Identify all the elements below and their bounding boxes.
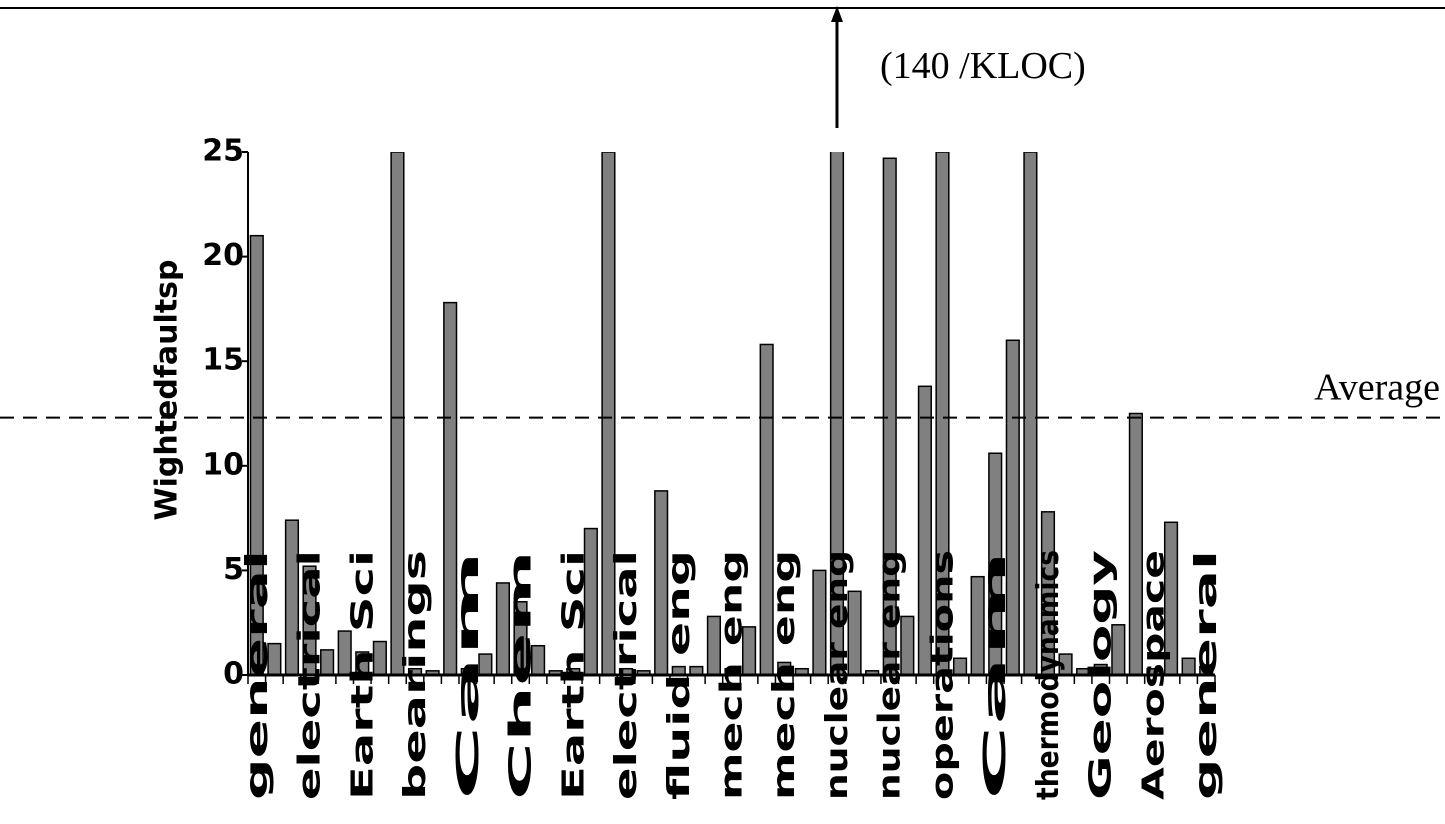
x-tick-label: electrical <box>293 550 328 800</box>
y-axis-title: Wightedfaultsp <box>150 260 185 521</box>
x-tick-label: operations <box>925 550 960 800</box>
y-tick-label: 25 <box>202 134 244 169</box>
x-tick-label: thermodynamics <box>1031 550 1066 800</box>
x-tick-label: nuclear eng <box>873 550 908 800</box>
annotation: (140 /KLOC) <box>880 45 1086 87</box>
x-tick-label: mech eng <box>715 550 750 800</box>
x-tick-label: general <box>240 550 275 800</box>
y-tick-label: 20 <box>202 238 244 273</box>
x-tick-label: nuclear eng <box>820 550 855 800</box>
x-tick-label: Geology <box>1084 549 1119 800</box>
x-tick-label: Aerospace <box>1136 550 1171 800</box>
x-tick-label: Cam <box>978 550 1013 800</box>
average-label: Average <box>1314 367 1440 409</box>
arrow-head <box>830 6 843 22</box>
y-tick-label: 5 <box>223 552 244 587</box>
plot-area <box>249 152 1214 676</box>
y-tick-label: 10 <box>202 447 244 482</box>
x-tick-label: general <box>1189 550 1224 800</box>
x-tick-label: bearings <box>398 550 433 800</box>
x-tick-label: electrical <box>609 550 644 800</box>
x-tick-label: Chem <box>504 550 539 800</box>
y-tick-label: 15 <box>202 343 244 378</box>
x-tick-label: mech eng <box>767 550 802 800</box>
x-tick-label: fluid eng <box>662 550 697 800</box>
y-tick-label: 0 <box>223 657 244 692</box>
x-tick-label: Earth Sci <box>556 550 591 800</box>
x-tick-label: Cam <box>451 550 486 800</box>
x-tick-label: Earth Sci <box>345 550 380 800</box>
